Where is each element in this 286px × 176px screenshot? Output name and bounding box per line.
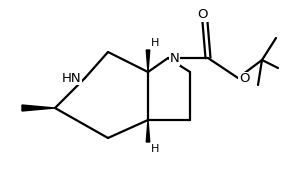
Text: N: N <box>170 52 180 65</box>
Text: O: O <box>198 8 208 21</box>
Text: O: O <box>239 73 249 86</box>
Polygon shape <box>146 50 150 72</box>
Polygon shape <box>146 120 150 142</box>
Text: HN: HN <box>61 71 81 84</box>
Polygon shape <box>22 105 55 111</box>
Text: H: H <box>151 38 159 48</box>
Text: H: H <box>151 144 159 154</box>
